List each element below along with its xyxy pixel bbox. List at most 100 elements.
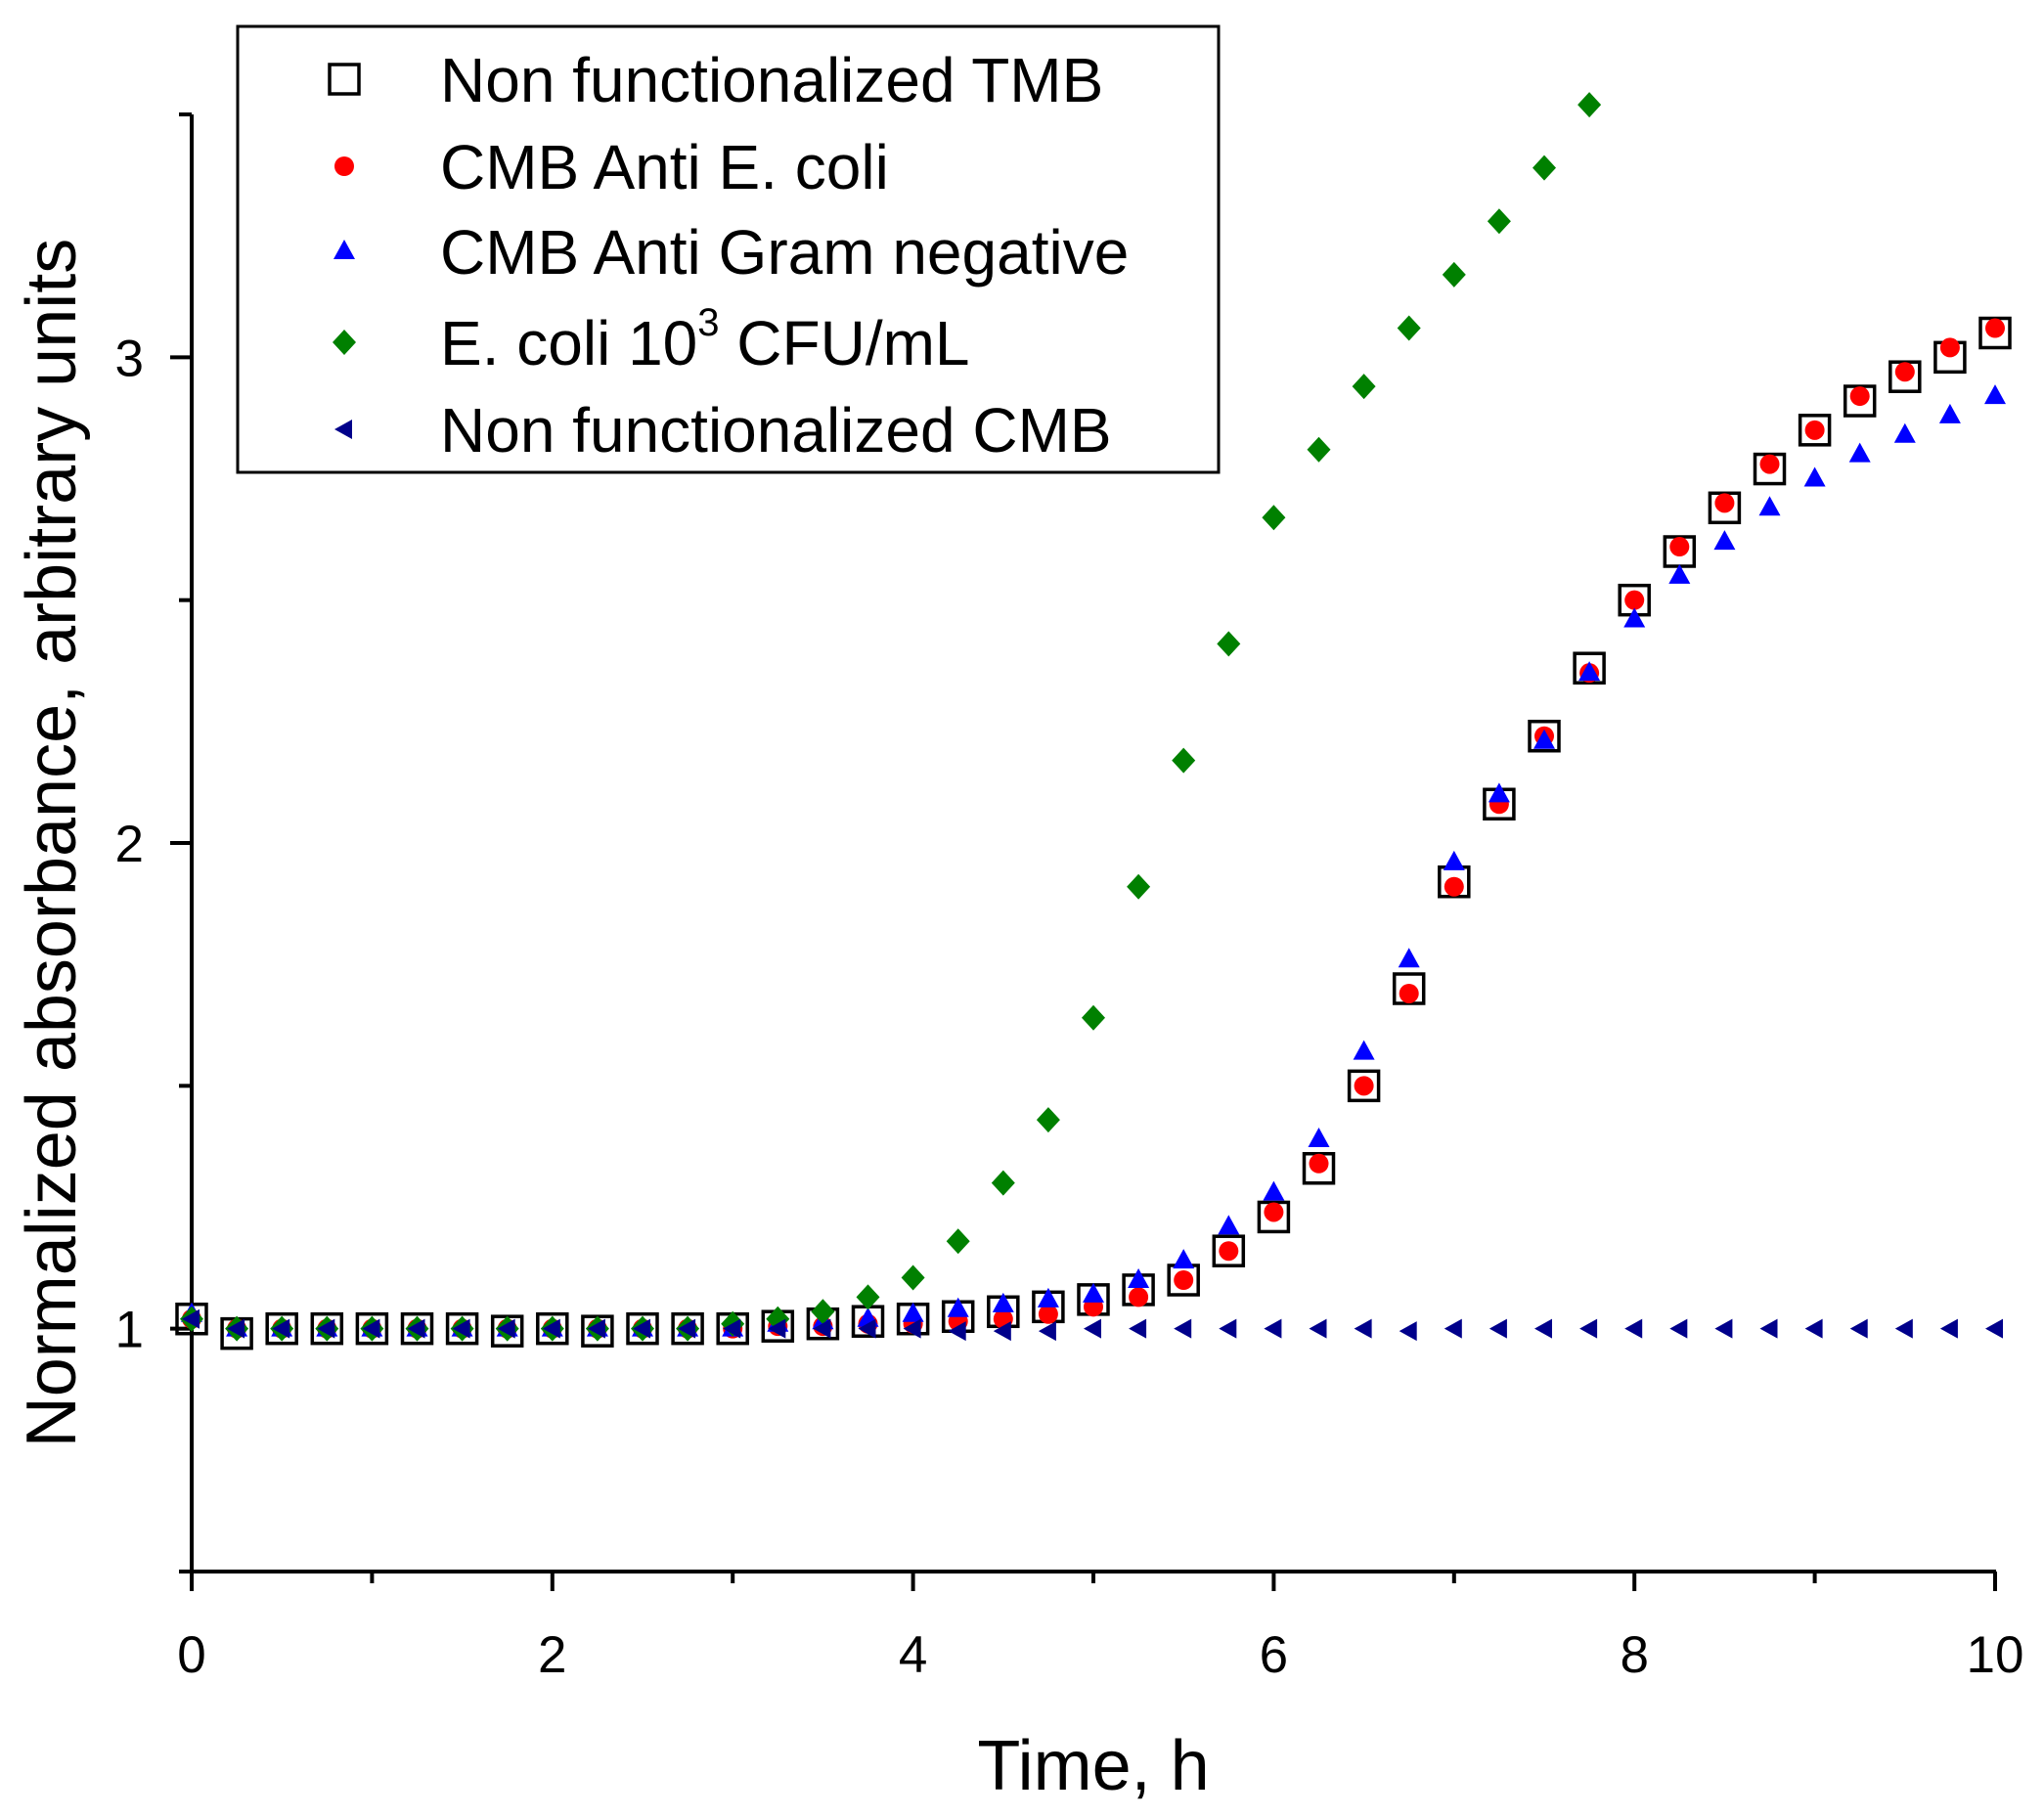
x-tick-label: 8 (1620, 1626, 1648, 1684)
data-point (1443, 850, 1465, 870)
data-point (1985, 1318, 2003, 1339)
data-point (1714, 493, 1735, 513)
data-point (1219, 1241, 1239, 1262)
data-point (1939, 1318, 1958, 1339)
data-point (1129, 1318, 1147, 1339)
data-point (1894, 1318, 1913, 1339)
data-point (1038, 1321, 1056, 1342)
data-point (1487, 208, 1511, 235)
data-point (1668, 563, 1691, 584)
legend-marker (334, 156, 354, 176)
data-point (265, 1311, 298, 1346)
data-point (1129, 1287, 1149, 1307)
data-point (1347, 1069, 1381, 1103)
legend-marker (333, 240, 355, 259)
data-point (992, 1292, 1014, 1312)
data-point (1397, 315, 1421, 341)
data-point (1263, 1180, 1285, 1201)
data-point (678, 1318, 696, 1339)
data-point (626, 1311, 659, 1346)
data-point (1036, 1107, 1060, 1133)
x-axis-title: Time, h (977, 1727, 1209, 1805)
data-point (407, 1318, 425, 1339)
data-point (497, 1318, 515, 1339)
data-point (1309, 1318, 1327, 1339)
data-point (1753, 452, 1787, 486)
data-point (587, 1318, 605, 1339)
x-tick-label: 6 (1260, 1626, 1288, 1684)
data-point (633, 1318, 650, 1339)
data-point (227, 1318, 245, 1339)
data-point (1534, 1318, 1552, 1339)
data-point (1219, 1318, 1237, 1339)
data-point (1127, 873, 1151, 900)
data-point (1978, 316, 2012, 350)
data-point (1804, 1318, 1823, 1339)
data-point (723, 1318, 741, 1339)
x-tick-label: 2 (538, 1626, 566, 1684)
data-point (947, 1297, 969, 1317)
data-point (1257, 1200, 1291, 1234)
data-point (1398, 948, 1420, 968)
legend-label: CMB Anti Gram negative (440, 217, 1129, 288)
legend-marker (328, 63, 361, 96)
y-tick-label: 1 (115, 1302, 144, 1359)
data-point (1798, 414, 1832, 447)
data-point (1849, 1318, 1868, 1339)
data-point (1984, 384, 2006, 405)
legend-label: CMB Anti E. coli (440, 132, 889, 202)
data-point (1308, 1127, 1330, 1147)
data-point (1352, 374, 1376, 400)
data-point (1579, 1318, 1598, 1339)
data-points (175, 92, 2012, 1351)
data-point (1849, 386, 1870, 407)
data-point (355, 1311, 389, 1346)
data-point (903, 1318, 921, 1339)
data-point (1577, 92, 1602, 118)
data-point (1669, 1318, 1688, 1339)
legend: Non functionalized TMB CMB Anti E. coli CM… (236, 24, 1221, 474)
data-point (1803, 466, 1826, 487)
data-point (1354, 1076, 1374, 1096)
data-point (902, 1302, 924, 1322)
data-point (811, 1299, 835, 1325)
legend-marker (334, 420, 352, 439)
data-point (1714, 1318, 1733, 1339)
data-point (1217, 631, 1241, 657)
data-point (1708, 491, 1742, 525)
data-point (1758, 496, 1781, 516)
data-point (1354, 1318, 1372, 1339)
data-point (948, 1321, 966, 1342)
data-point (182, 1308, 200, 1329)
x-tick-label: 0 (177, 1626, 205, 1684)
legend-label: E. coli 103 CFU/mL (440, 301, 970, 378)
data-point (317, 1318, 335, 1339)
x-tick-label: 4 (899, 1626, 927, 1684)
data-point (310, 1311, 344, 1346)
data-point (1174, 1318, 1192, 1339)
data-point (1399, 1321, 1417, 1342)
data-point (1533, 155, 1556, 181)
data-point (946, 1228, 970, 1255)
data-point (1573, 651, 1606, 685)
data-point (1307, 436, 1331, 463)
data-point (1309, 1153, 1329, 1174)
data-point (901, 1264, 925, 1291)
data-point (1488, 782, 1510, 803)
data-point (542, 1318, 560, 1339)
series-triangle-up (181, 384, 2006, 1337)
data-point (1669, 537, 1690, 557)
data-point (1082, 1004, 1105, 1031)
data-point (1212, 1234, 1246, 1267)
data-point (1442, 261, 1466, 288)
data-point (1624, 1318, 1643, 1339)
data-point (1528, 719, 1561, 753)
y-axis-title: Normalized absorbance, arbitrary units (13, 239, 91, 1448)
legend-marker (333, 330, 356, 355)
x-tick-label: 10 (1967, 1626, 2024, 1684)
data-point (1939, 337, 1960, 358)
data-point (1843, 384, 1877, 418)
data-point (1174, 1270, 1194, 1290)
